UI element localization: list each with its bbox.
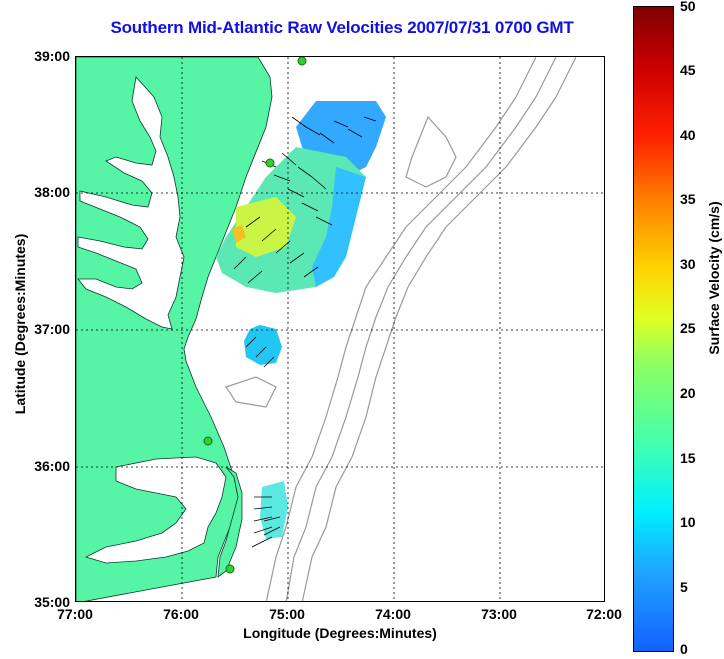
chesapeake-bay <box>77 76 185 330</box>
x-tick-label: 74:00 <box>375 606 411 622</box>
land-mass <box>76 57 273 601</box>
map-svg <box>76 57 604 601</box>
x-tick-label: 75:00 <box>269 606 305 622</box>
grid-lines <box>76 57 604 601</box>
colorbar-tick-label: 45 <box>680 62 696 78</box>
colorbar-tick-label: 10 <box>680 514 696 530</box>
y-tick-label: 37:00 <box>34 321 70 337</box>
colorbar-title: Surface Velocity (cm/s) <box>706 201 722 355</box>
bathymetry-contours <box>225 57 577 601</box>
colorbar-tick-label: 35 <box>680 191 696 207</box>
x-tick-label: 72:00 <box>586 606 622 622</box>
colorbar-tick-label: 50 <box>680 0 696 14</box>
x-tick-label: 73:00 <box>481 606 517 622</box>
station-marker <box>225 564 235 574</box>
y-tick-label: 39:00 <box>34 48 70 64</box>
colorbar-tick-label: 20 <box>680 385 696 401</box>
pamlico-sound <box>84 456 227 564</box>
colorbar-tick-label: 15 <box>680 450 696 466</box>
map-plot-area <box>75 56 605 602</box>
x-tick-label: 77:00 <box>57 606 93 622</box>
colorbar-tick-label: 40 <box>680 127 696 143</box>
colorbar-tick-label: 30 <box>680 256 696 272</box>
station-marker <box>203 436 213 446</box>
y-tick-label: 35:00 <box>34 594 70 610</box>
velocity-field <box>216 101 386 539</box>
velocity-patch-orange <box>232 225 246 243</box>
colorbar-tick-label: 25 <box>680 320 696 336</box>
x-axis-title: Longitude (Degrees:Minutes) <box>243 625 437 641</box>
velocity-patch-yellow <box>236 197 296 257</box>
y-tick-label: 36:00 <box>34 458 70 474</box>
map-title: Southern Mid-Atlantic Raw Velocities 200… <box>110 18 574 37</box>
colorbar-tick-label: 0 <box>680 641 688 657</box>
y-axis-title: Latitude (Degrees:Minutes) <box>12 233 28 415</box>
station-marker <box>265 158 275 168</box>
radar-stations <box>203 57 307 574</box>
colorbar <box>633 6 674 652</box>
barrier-island <box>217 466 243 578</box>
velocity-patch-mid <box>244 325 282 365</box>
y-tick-label: 38:00 <box>34 184 70 200</box>
x-tick-label: 76:00 <box>163 606 199 622</box>
velocity-patch-south <box>260 481 288 539</box>
colorbar-gradient <box>634 7 673 651</box>
station-marker <box>297 57 307 66</box>
colorbar-tick-label: 5 <box>680 579 688 595</box>
velocity-patch-east <box>312 167 366 287</box>
